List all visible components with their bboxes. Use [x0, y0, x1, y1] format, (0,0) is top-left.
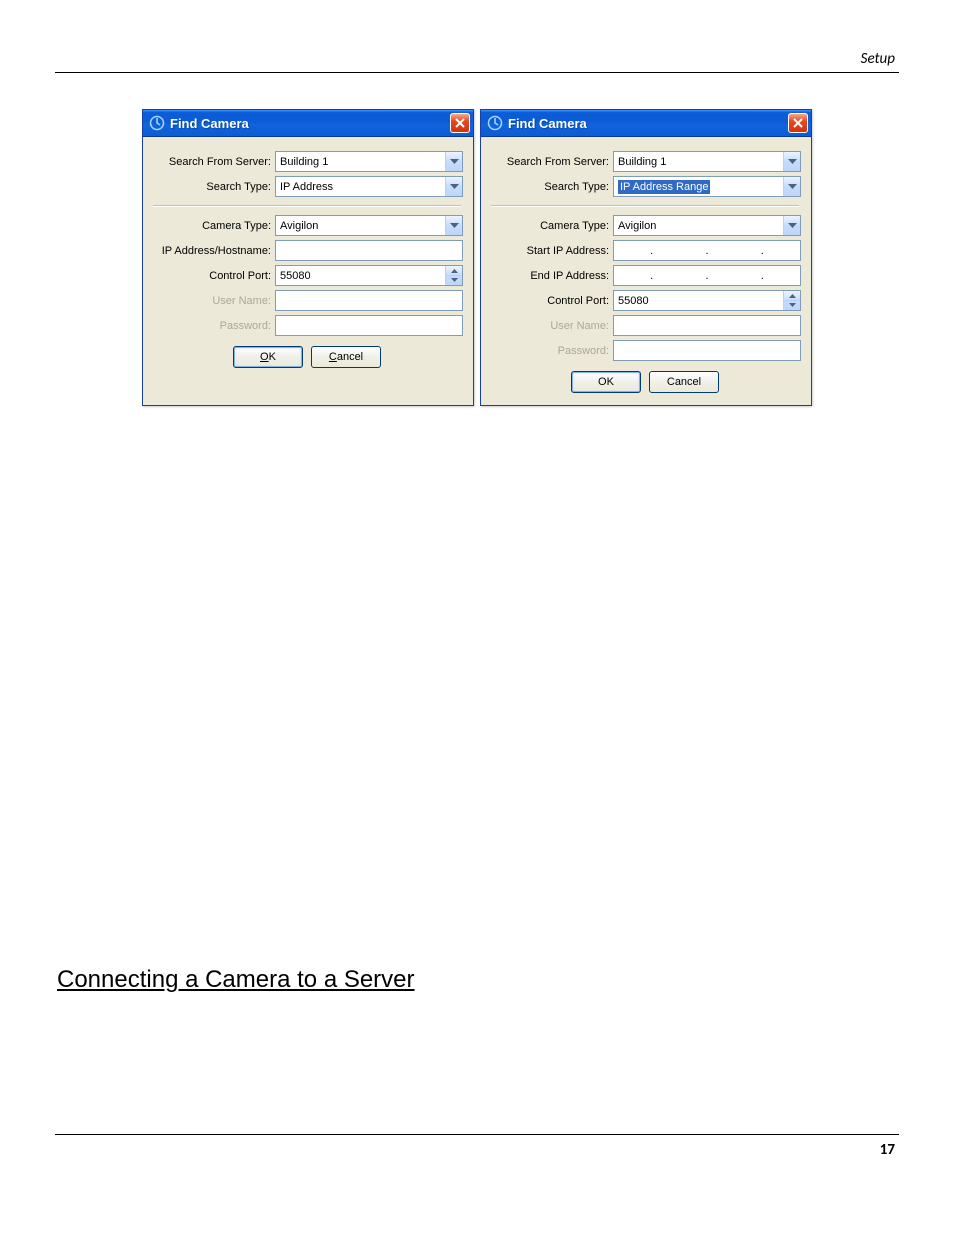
user-name-input[interactable] — [613, 315, 801, 336]
chevron-down-icon[interactable] — [783, 216, 800, 235]
label-search-from-server: Search From Server: — [151, 156, 275, 168]
label-user-name: User Name: — [489, 320, 613, 332]
app-icon — [149, 115, 165, 131]
start-ip-input[interactable]: . . . — [613, 240, 801, 261]
end-ip-input[interactable]: . . . — [613, 265, 801, 286]
password-input[interactable] — [613, 340, 801, 361]
app-icon — [487, 115, 503, 131]
ip-dot: . — [761, 270, 764, 282]
dialogs-container: Find Camera Search From Server: Building… — [55, 109, 899, 406]
label-search-type: Search Type: — [489, 181, 613, 193]
camera-type-select[interactable]: Avigilon — [275, 215, 463, 236]
header-rule — [55, 72, 899, 73]
dialog-body-left: Search From Server: Building 1 Search Ty… — [143, 137, 473, 380]
label-control-port: Control Port: — [151, 270, 275, 282]
search-from-server-select[interactable]: Building 1 — [613, 151, 801, 172]
spinner-down-icon[interactable] — [446, 276, 462, 285]
label-search-type: Search Type: — [151, 181, 275, 193]
cancel-button[interactable]: Cancel — [311, 346, 381, 368]
label-search-from-server: Search From Server: — [489, 156, 613, 168]
chevron-down-icon[interactable] — [445, 216, 462, 235]
find-camera-dialog-left: Find Camera Search From Server: Building… — [142, 109, 474, 406]
ip-dot: . — [705, 245, 708, 257]
find-camera-dialog-right: Find Camera Search From Server: Building… — [480, 109, 812, 406]
close-button[interactable] — [450, 113, 470, 133]
titlebar-left[interactable]: Find Camera — [143, 110, 473, 137]
ip-hostname-input[interactable] — [275, 240, 463, 261]
spinner-buttons[interactable] — [783, 291, 800, 310]
spinner-down-icon[interactable] — [784, 301, 800, 310]
cancel-button[interactable]: Cancel — [649, 371, 719, 393]
titlebar-right[interactable]: Find Camera — [481, 110, 811, 137]
label-control-port: Control Port: — [489, 295, 613, 307]
chevron-down-icon[interactable] — [783, 152, 800, 171]
camera-type-select[interactable]: Avigilon — [613, 215, 801, 236]
button-row: OK Cancel — [489, 371, 801, 393]
dialog-title: Find Camera — [508, 116, 788, 131]
select-value: Avigilon — [618, 220, 656, 232]
label-camera-type: Camera Type: — [489, 220, 613, 232]
chevron-down-icon[interactable] — [445, 177, 462, 196]
ip-dot: . — [650, 245, 653, 257]
label-password: Password: — [151, 320, 275, 332]
control-port-spinner[interactable]: 55080 — [275, 265, 463, 286]
button-row: OK Cancel — [151, 346, 463, 368]
ip-dot: . — [705, 270, 708, 282]
page-number: 17 — [55, 1135, 899, 1159]
search-type-select[interactable]: IP Address Range — [613, 176, 801, 197]
select-value: Building 1 — [618, 156, 666, 168]
spinner-up-icon[interactable] — [446, 267, 462, 276]
select-value: Avigilon — [280, 220, 318, 232]
control-port-spinner[interactable]: 55080 — [613, 290, 801, 311]
label-user-name: User Name: — [151, 295, 275, 307]
ok-button[interactable]: OK — [233, 346, 303, 368]
label-end-ip: End IP Address: — [489, 270, 613, 282]
ok-button[interactable]: OK — [571, 371, 641, 393]
label-password: Password: — [489, 345, 613, 357]
separator — [491, 205, 799, 207]
select-value: Building 1 — [280, 156, 328, 168]
section-heading: Connecting a Camera to a Server — [57, 966, 899, 994]
password-input[interactable] — [275, 315, 463, 336]
close-button[interactable] — [788, 113, 808, 133]
label-camera-type: Camera Type: — [151, 220, 275, 232]
chevron-down-icon[interactable] — [445, 152, 462, 171]
dialog-body-right: Search From Server: Building 1 Search Ty… — [481, 137, 811, 405]
user-name-input[interactable] — [275, 290, 463, 311]
spinner-buttons[interactable] — [445, 266, 462, 285]
spinner-value: 55080 — [618, 295, 649, 307]
spinner-up-icon[interactable] — [784, 292, 800, 301]
ip-dot: . — [761, 245, 764, 257]
label-ip-hostname: IP Address/Hostname: — [151, 245, 275, 257]
search-from-server-select[interactable]: Building 1 — [275, 151, 463, 172]
select-value: IP Address — [280, 181, 333, 193]
separator — [153, 205, 461, 207]
chevron-down-icon[interactable] — [783, 177, 800, 196]
header-section: Setup — [55, 50, 899, 72]
search-type-select[interactable]: IP Address — [275, 176, 463, 197]
ip-dot: . — [650, 270, 653, 282]
dialog-title: Find Camera — [170, 116, 450, 131]
spinner-value: 55080 — [280, 270, 311, 282]
select-value: IP Address Range — [618, 180, 710, 194]
label-start-ip: Start IP Address: — [489, 245, 613, 257]
